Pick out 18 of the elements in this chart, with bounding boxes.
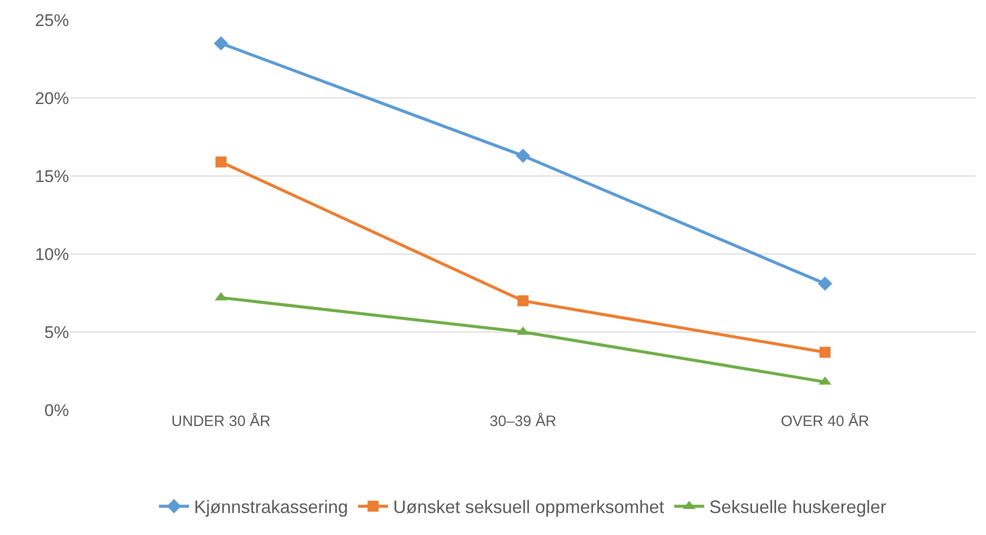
x-tick-label: 30–39 ÅR [490, 412, 557, 430]
point [216, 156, 226, 168]
y-tick-label: 0% [44, 400, 69, 420]
legend-label: Kjønnstrakassering [194, 497, 348, 518]
y-tick-label: 15% [34, 166, 69, 186]
y-tick-label: 10% [34, 244, 69, 264]
y-tick-label: 25% [34, 10, 69, 30]
x-tick-label: UNDER 30 ÅR [171, 412, 271, 430]
legend-label: Uønsket seksuell oppmerksomhet [393, 497, 664, 518]
y-tick-label: 20% [34, 88, 69, 108]
point [214, 36, 228, 51]
point [820, 346, 830, 358]
point [516, 148, 530, 163]
legend-label: Seksuelle huskeregler [709, 497, 886, 518]
point [518, 295, 528, 306]
point [818, 276, 832, 291]
x-tick-label: OVER 40 ÅR [780, 412, 870, 430]
y-tick-label: 5% [44, 322, 69, 342]
